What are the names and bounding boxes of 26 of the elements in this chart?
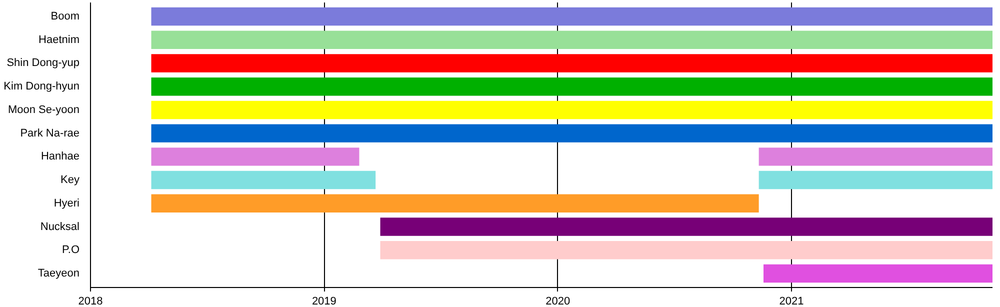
bar [380,241,992,260]
y-tick-label: P.O [62,244,80,256]
y-tick-label: Hyeri [54,197,80,210]
bar [151,77,992,96]
x-tick-label: 2019 [312,296,336,307]
y-tick-label: Moon Se-yoon [8,104,80,116]
x-tick-label: 2018 [78,296,103,307]
bar [763,264,992,283]
bar [151,7,992,26]
y-tick-label: Boom [50,10,80,23]
bar [151,54,992,72]
y-tick-label: Hanhae [40,150,80,163]
y-tick-label: Nucksal [40,220,80,233]
y-tick-label: Key [60,174,80,186]
y-tick-label: Shin Dong-yup [6,57,80,70]
y-tick-label: Taeyeon [38,267,80,280]
y-tick-label: Kim Dong-hyun [4,80,80,93]
y-tick-label: Haetnim [38,34,80,46]
bar [151,194,759,213]
x-tick-label: 2020 [546,296,570,307]
bar [151,100,992,120]
bar [151,30,992,49]
bar [151,124,992,142]
bar [380,218,992,236]
x-tick-label: 2021 [779,296,804,307]
y-tick-label: Park Na-rae [20,127,80,140]
